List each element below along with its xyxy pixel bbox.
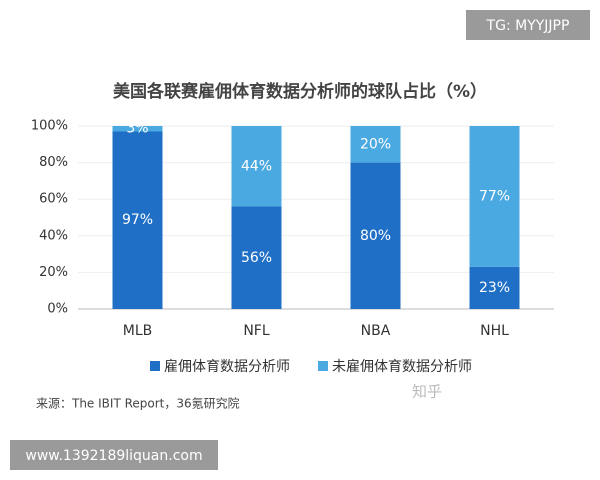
bar-segment	[231, 126, 282, 207]
bar-segment	[350, 162, 401, 309]
y-tick-label: 60%	[39, 192, 68, 207]
bar-segment	[469, 126, 520, 267]
bar-segment	[112, 131, 163, 309]
bar-segment	[231, 206, 282, 309]
chart-title: 美国各联赛雇佣体育数据分析师的球队占比（%）	[113, 81, 487, 102]
watermark-box	[466, 10, 590, 40]
y-tick-label: 0%	[47, 302, 68, 317]
x-tick-label: MLB	[123, 323, 152, 339]
data-label: 23%	[479, 280, 510, 296]
x-tick-label: NBA	[361, 323, 391, 339]
y-tick-label: 100%	[31, 119, 68, 134]
watermark-box	[10, 440, 218, 470]
y-tick-label: 80%	[39, 155, 68, 170]
data-label: 56%	[241, 250, 272, 266]
legend-swatch	[318, 361, 328, 371]
x-tick-label: NHL	[480, 323, 509, 339]
bar-segment	[469, 266, 520, 309]
legend-swatch	[150, 361, 160, 371]
watermark: www.1392189liquan.com	[25, 448, 202, 464]
source: 来源：The IBIT Report，36氪研究院	[36, 396, 240, 411]
x-tick-label: NFL	[243, 323, 270, 339]
bar-segment	[350, 126, 401, 163]
data-label: 20%	[360, 136, 391, 152]
data-label: 44%	[241, 158, 272, 174]
legend-label: 雇佣体育数据分析师	[164, 358, 290, 375]
data-label: 77%	[479, 188, 510, 204]
y-tick-label: 40%	[39, 228, 68, 243]
watermark: TG: MYYJJPP	[486, 18, 570, 34]
data-label: 80%	[360, 228, 391, 244]
data-label: 3%	[126, 121, 148, 137]
watermark: 知乎	[412, 383, 442, 401]
bar-segment	[112, 126, 163, 132]
data-label: 97%	[122, 212, 153, 228]
legend-label: 未雇佣体育数据分析师	[332, 358, 472, 375]
y-tick-label: 20%	[39, 265, 68, 280]
